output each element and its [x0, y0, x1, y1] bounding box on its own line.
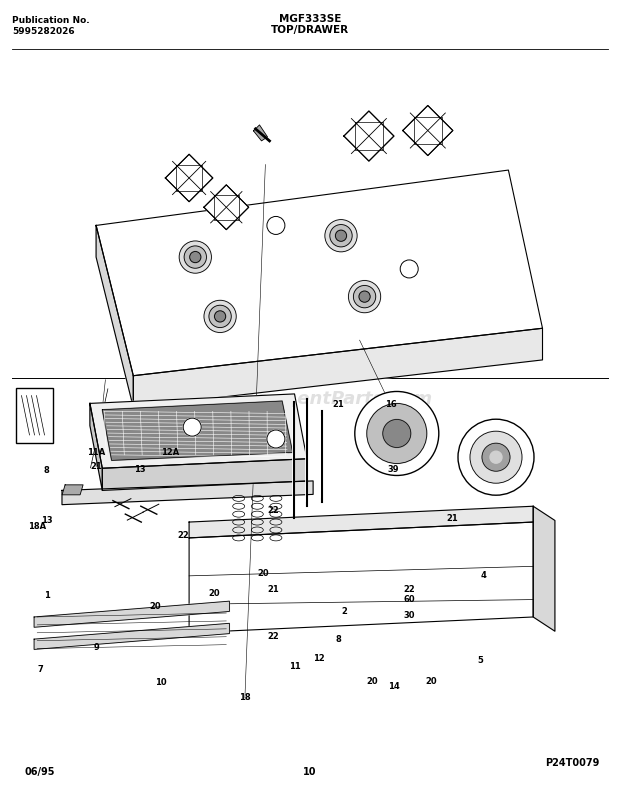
Polygon shape: [403, 105, 453, 156]
Circle shape: [330, 225, 352, 247]
Text: eReplacementParts.com: eReplacementParts.com: [187, 391, 433, 408]
Circle shape: [267, 430, 285, 448]
Text: 11: 11: [289, 662, 300, 672]
Circle shape: [400, 260, 419, 278]
Circle shape: [348, 281, 381, 312]
Circle shape: [383, 419, 411, 448]
Text: 20: 20: [366, 677, 378, 687]
Circle shape: [458, 419, 534, 495]
Text: 21: 21: [267, 585, 278, 594]
Polygon shape: [189, 522, 533, 633]
Circle shape: [267, 217, 285, 234]
Text: 21: 21: [91, 462, 102, 471]
Circle shape: [204, 301, 236, 332]
Polygon shape: [189, 506, 533, 538]
Text: 9: 9: [93, 642, 99, 652]
Polygon shape: [34, 601, 229, 627]
Polygon shape: [96, 170, 542, 376]
Polygon shape: [344, 111, 394, 161]
Polygon shape: [34, 623, 229, 649]
Text: MGF333SE: MGF333SE: [279, 14, 341, 25]
Circle shape: [490, 451, 502, 464]
Polygon shape: [102, 459, 307, 490]
Text: 2: 2: [341, 607, 347, 616]
Text: 13: 13: [41, 516, 52, 525]
Text: 21: 21: [447, 513, 458, 523]
Polygon shape: [204, 185, 249, 229]
Polygon shape: [533, 506, 555, 631]
Text: 22: 22: [404, 585, 415, 594]
Text: 10: 10: [303, 767, 317, 778]
Text: 20: 20: [425, 677, 436, 687]
Circle shape: [209, 305, 231, 327]
Bar: [16, 388, 53, 443]
Polygon shape: [96, 225, 133, 407]
Text: 13: 13: [134, 465, 145, 475]
Text: 20: 20: [258, 569, 269, 578]
Text: 21: 21: [332, 400, 343, 410]
Text: 20: 20: [149, 602, 161, 611]
Text: TOP/DRAWER: TOP/DRAWER: [271, 25, 349, 36]
Text: 12A: 12A: [161, 448, 180, 457]
Circle shape: [353, 286, 376, 308]
Circle shape: [367, 403, 427, 464]
Text: 60: 60: [404, 595, 415, 604]
Text: 20: 20: [208, 589, 219, 598]
Text: P24T0079: P24T0079: [546, 758, 600, 768]
Text: 16: 16: [385, 400, 396, 410]
Polygon shape: [102, 401, 293, 460]
Text: 30: 30: [404, 611, 415, 620]
Text: 5: 5: [477, 656, 484, 665]
Text: 8: 8: [335, 634, 341, 644]
Text: 12: 12: [314, 654, 325, 664]
Circle shape: [355, 392, 439, 475]
Text: Publication No.: Publication No.: [12, 16, 90, 25]
Polygon shape: [62, 481, 313, 505]
Text: 10: 10: [156, 678, 167, 687]
Circle shape: [184, 246, 206, 268]
Text: 39: 39: [388, 464, 399, 474]
Circle shape: [482, 443, 510, 471]
Circle shape: [335, 230, 347, 241]
Circle shape: [325, 220, 357, 252]
Circle shape: [359, 291, 370, 302]
Text: 18A: 18A: [28, 521, 46, 531]
Text: 18: 18: [239, 693, 250, 702]
Polygon shape: [133, 328, 542, 407]
Circle shape: [190, 252, 201, 263]
Text: 11A: 11A: [87, 448, 105, 457]
Polygon shape: [90, 403, 102, 490]
Polygon shape: [62, 485, 83, 495]
Text: 8: 8: [43, 466, 50, 475]
Text: 1: 1: [43, 591, 50, 600]
Text: 5995282026: 5995282026: [12, 27, 75, 36]
Circle shape: [179, 241, 211, 273]
Text: 4: 4: [480, 570, 487, 580]
Text: 22: 22: [267, 505, 278, 515]
Polygon shape: [166, 154, 213, 202]
Text: 7: 7: [37, 665, 43, 675]
Circle shape: [215, 311, 226, 322]
Polygon shape: [90, 394, 307, 468]
Circle shape: [183, 418, 202, 436]
Text: 22: 22: [177, 531, 188, 540]
Text: 22: 22: [267, 632, 278, 642]
Polygon shape: [254, 125, 267, 141]
Text: 14: 14: [388, 682, 399, 691]
Text: 06/95: 06/95: [25, 767, 55, 778]
Circle shape: [470, 431, 522, 483]
